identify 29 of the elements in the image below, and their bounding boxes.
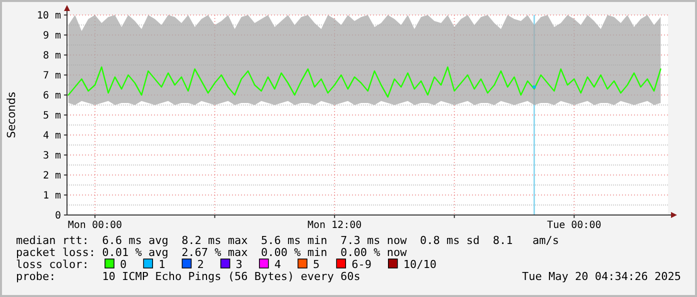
y-tick-label: 3 m [42,150,61,162]
legend-label: 4 [274,258,282,271]
y-tick-label: 8 m [42,50,61,62]
legend-label: 2 [197,258,204,271]
text: median rtt: 6.6 ms avg 8.2 ms max 5.6 ms min 7.3 ms now 0.8 ms sd 8.1 am/s [16,234,560,247]
legend-label: 3 [236,258,242,271]
y-tick-label: 10 m [36,10,61,22]
legend-label: 6-9 [352,258,372,271]
y-tick-label: 4 m [42,130,61,142]
y-tick-label: 2 m [42,170,61,182]
x-tick-label: Mon 12:00 [307,220,362,231]
x-tick-label: Tue 00:00 [547,220,602,231]
x-tick-label: Mon 00:00 [68,220,122,231]
y-tick-label: 0 [54,210,61,222]
y-tick-label: 1 m [42,190,61,202]
y-tick-label: 6 m [42,90,61,102]
text: probe: 10 ICMP Echo Pings (56 Bytes) every 60s [16,270,360,283]
y-tick-label: 9 m [42,30,61,42]
legend-title: loss color: [16,258,89,271]
text: packet loss: 0.01 % avg 2.67 % max 0.00 % min 0.00 % now [16,246,408,259]
legend-label: 10/10 [403,258,437,271]
y-tick-label: 5 m [42,110,61,122]
y-axis-title: Seconds [5,92,18,138]
legend-label: 5 [313,258,320,271]
legend-label: 0 [120,258,127,271]
y-tick-label: 7 m [42,70,61,82]
text: Tue May 20 04:34:26 2025 [522,270,681,283]
legend-label: 1 [158,258,166,271]
line-series [68,66,662,98]
